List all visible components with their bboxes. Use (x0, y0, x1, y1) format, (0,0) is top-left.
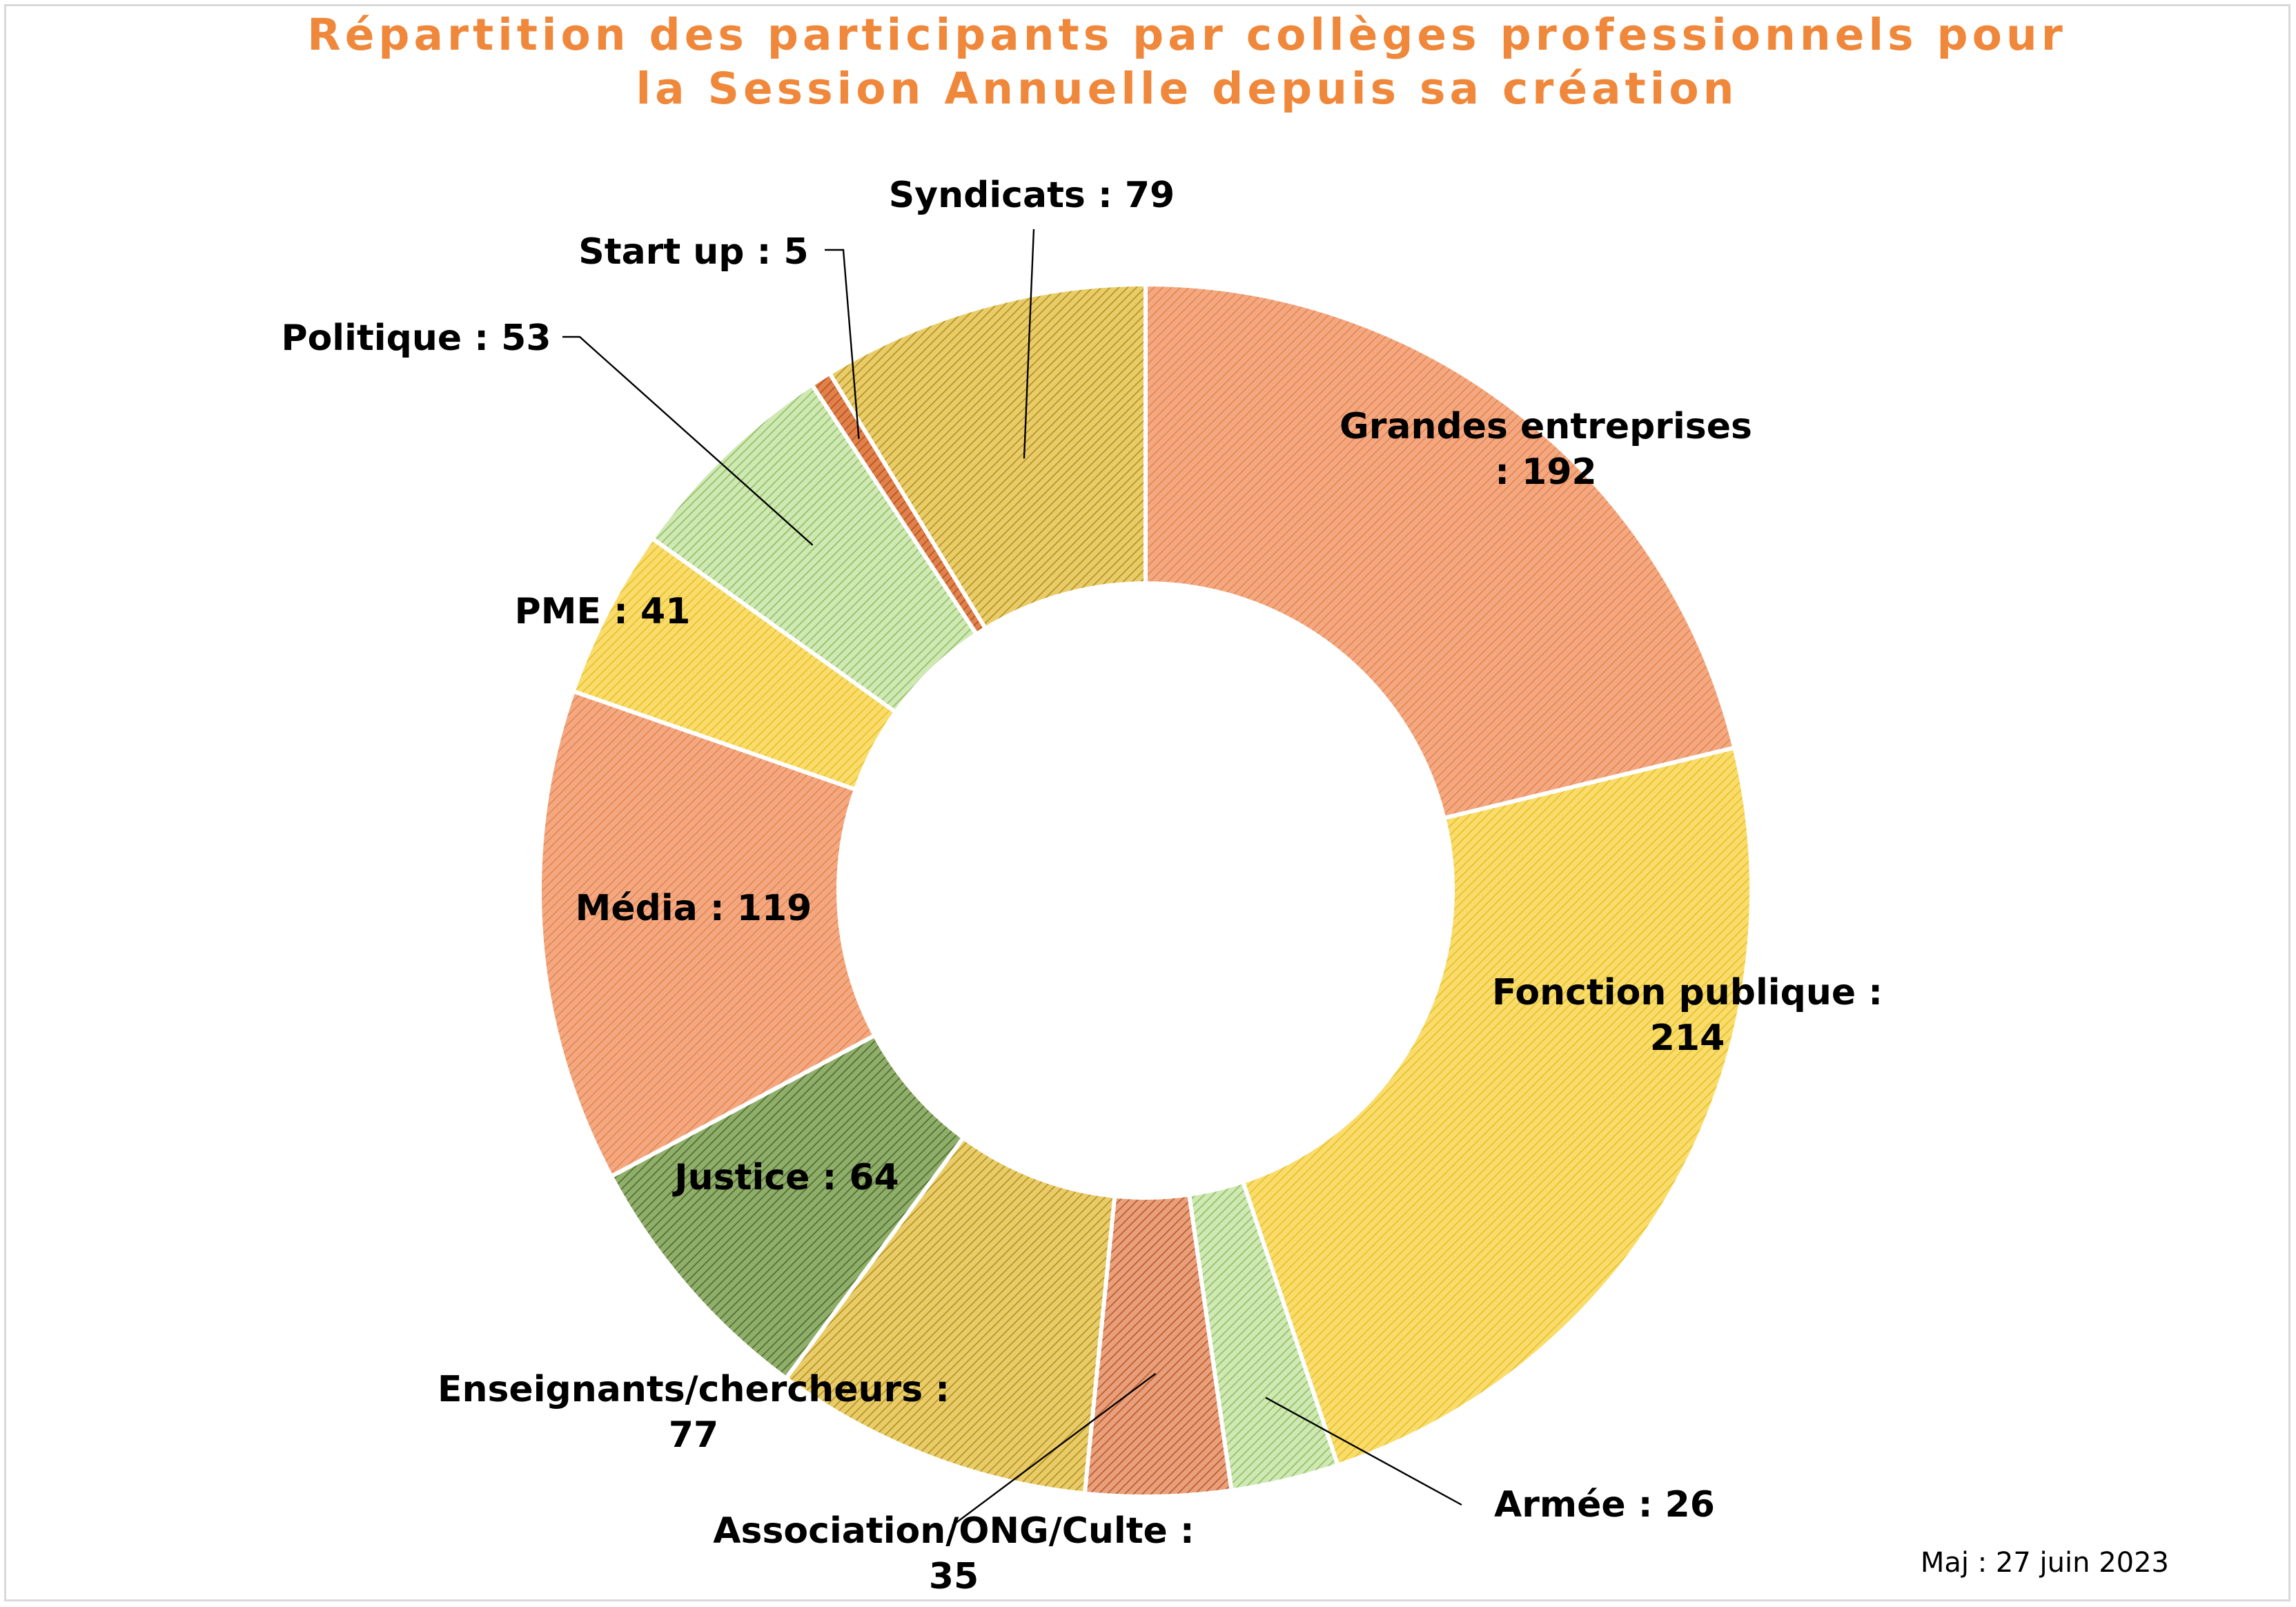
data-label-politique: Politique : 53 (281, 318, 551, 359)
data-label-syndicats: Syndicats : 79 (889, 175, 1175, 216)
leader-line-3 (952, 1372, 1157, 1526)
chart-title-line-1: Répartition des participants par collège… (307, 10, 2067, 60)
leader-lines (562, 228, 1462, 1526)
data-label-pme: PME : 41 (515, 591, 691, 632)
chart-frame (4, 4, 2290, 1601)
slice-fonction-publique (1240, 745, 1754, 1468)
data-label-association-ong-culte: Association/ONG/Culte :35 (713, 1510, 1194, 1597)
data-label-m-dia: Média : 119 (576, 888, 812, 929)
slice-enseignants-chercheurs (783, 1134, 1117, 1496)
chart-title-line-2: la Session Annuelle depuis sa création (636, 64, 1738, 114)
data-label-arm-e: Armée : 26 (1494, 1484, 1715, 1526)
data-label-fonction-publique: Fonction publique :214 (1492, 972, 1883, 1059)
slice-grandes-entreprises (1144, 282, 1737, 821)
slice-m-dia (538, 688, 878, 1180)
leader-line-10 (1023, 228, 1035, 459)
data-label-enseignants-chercheurs: Enseignants/chercheurs :77 (438, 1369, 950, 1456)
leader-line-9 (825, 249, 860, 439)
chart-title: Répartition des participants par collège… (307, 10, 2067, 114)
data-label-grandes-entreprises: Grandes entreprises: 192 (1340, 406, 1752, 493)
data-label-start-up: Start up : 5 (578, 231, 808, 273)
data-label-justice: Justice : 64 (672, 1157, 899, 1198)
doughnut-slices (538, 282, 1754, 1499)
leader-line-8 (562, 335, 814, 546)
slice-syndicats (827, 282, 1148, 632)
update-date-note: Maj : 27 juin 2023 (1921, 1547, 2169, 1579)
slice-labels: Grandes entreprises: 192 Fonction publiqu… (281, 175, 1883, 1597)
leader-line-2 (1265, 1396, 1462, 1506)
